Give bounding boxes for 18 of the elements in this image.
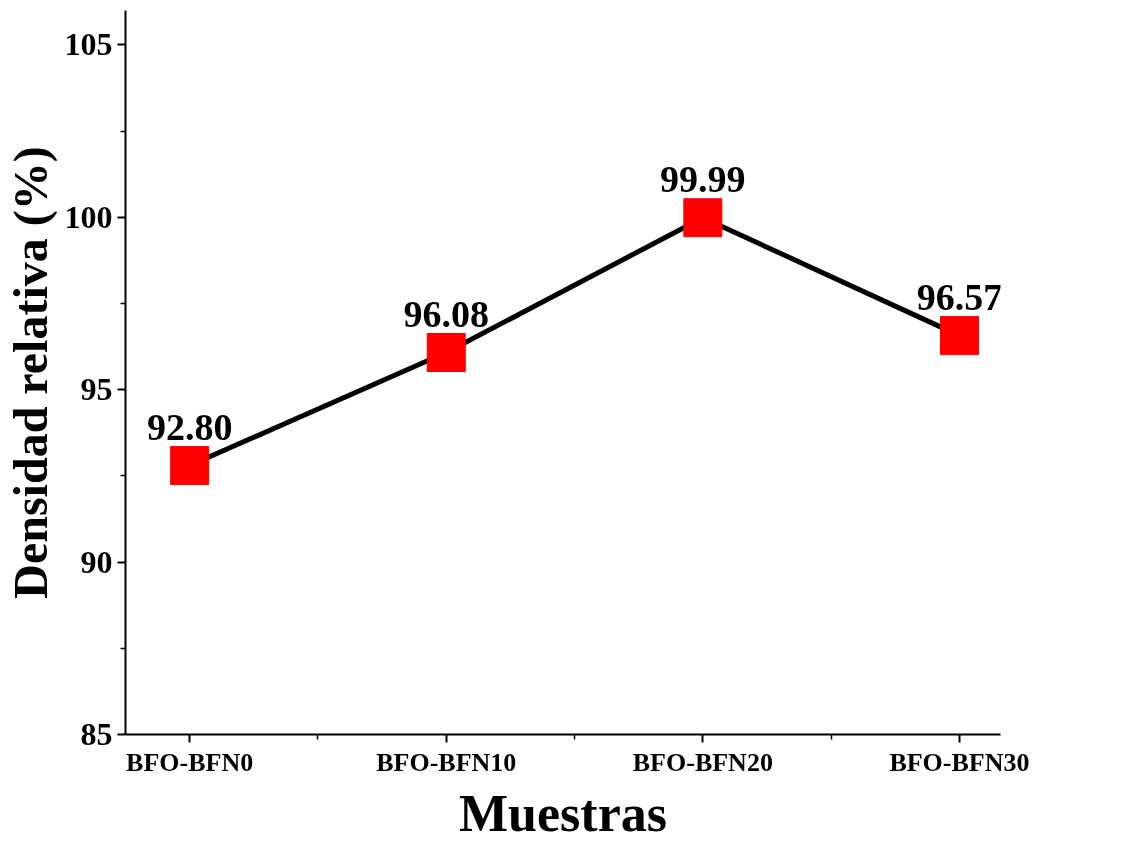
point [683, 198, 723, 238]
x-tick-label: BFO-BFN10 [376, 747, 517, 777]
x-axis-title: Muestras [459, 784, 667, 842]
text: 96.08 [403, 292, 489, 335]
y-tick-label: 105 [64, 26, 113, 63]
text: 99.99 [660, 157, 746, 200]
point [170, 446, 210, 486]
point [939, 316, 979, 356]
y-tick-label: 95 [80, 371, 113, 408]
y-tick-label: 100 [64, 198, 113, 235]
y-tick-label: 90 [80, 543, 113, 580]
point [426, 333, 466, 372]
y-axis-title: Densidad relativa (%) [3, 146, 58, 599]
text: 92.80 [146, 405, 233, 448]
x-tick-label: BFO-BFN30 [889, 747, 1030, 777]
x-tick-label: BFO-BFN0 [126, 747, 254, 777]
y-tick-label: 85 [80, 716, 113, 752]
x-tick-label: BFO-BFN20 [632, 747, 773, 777]
